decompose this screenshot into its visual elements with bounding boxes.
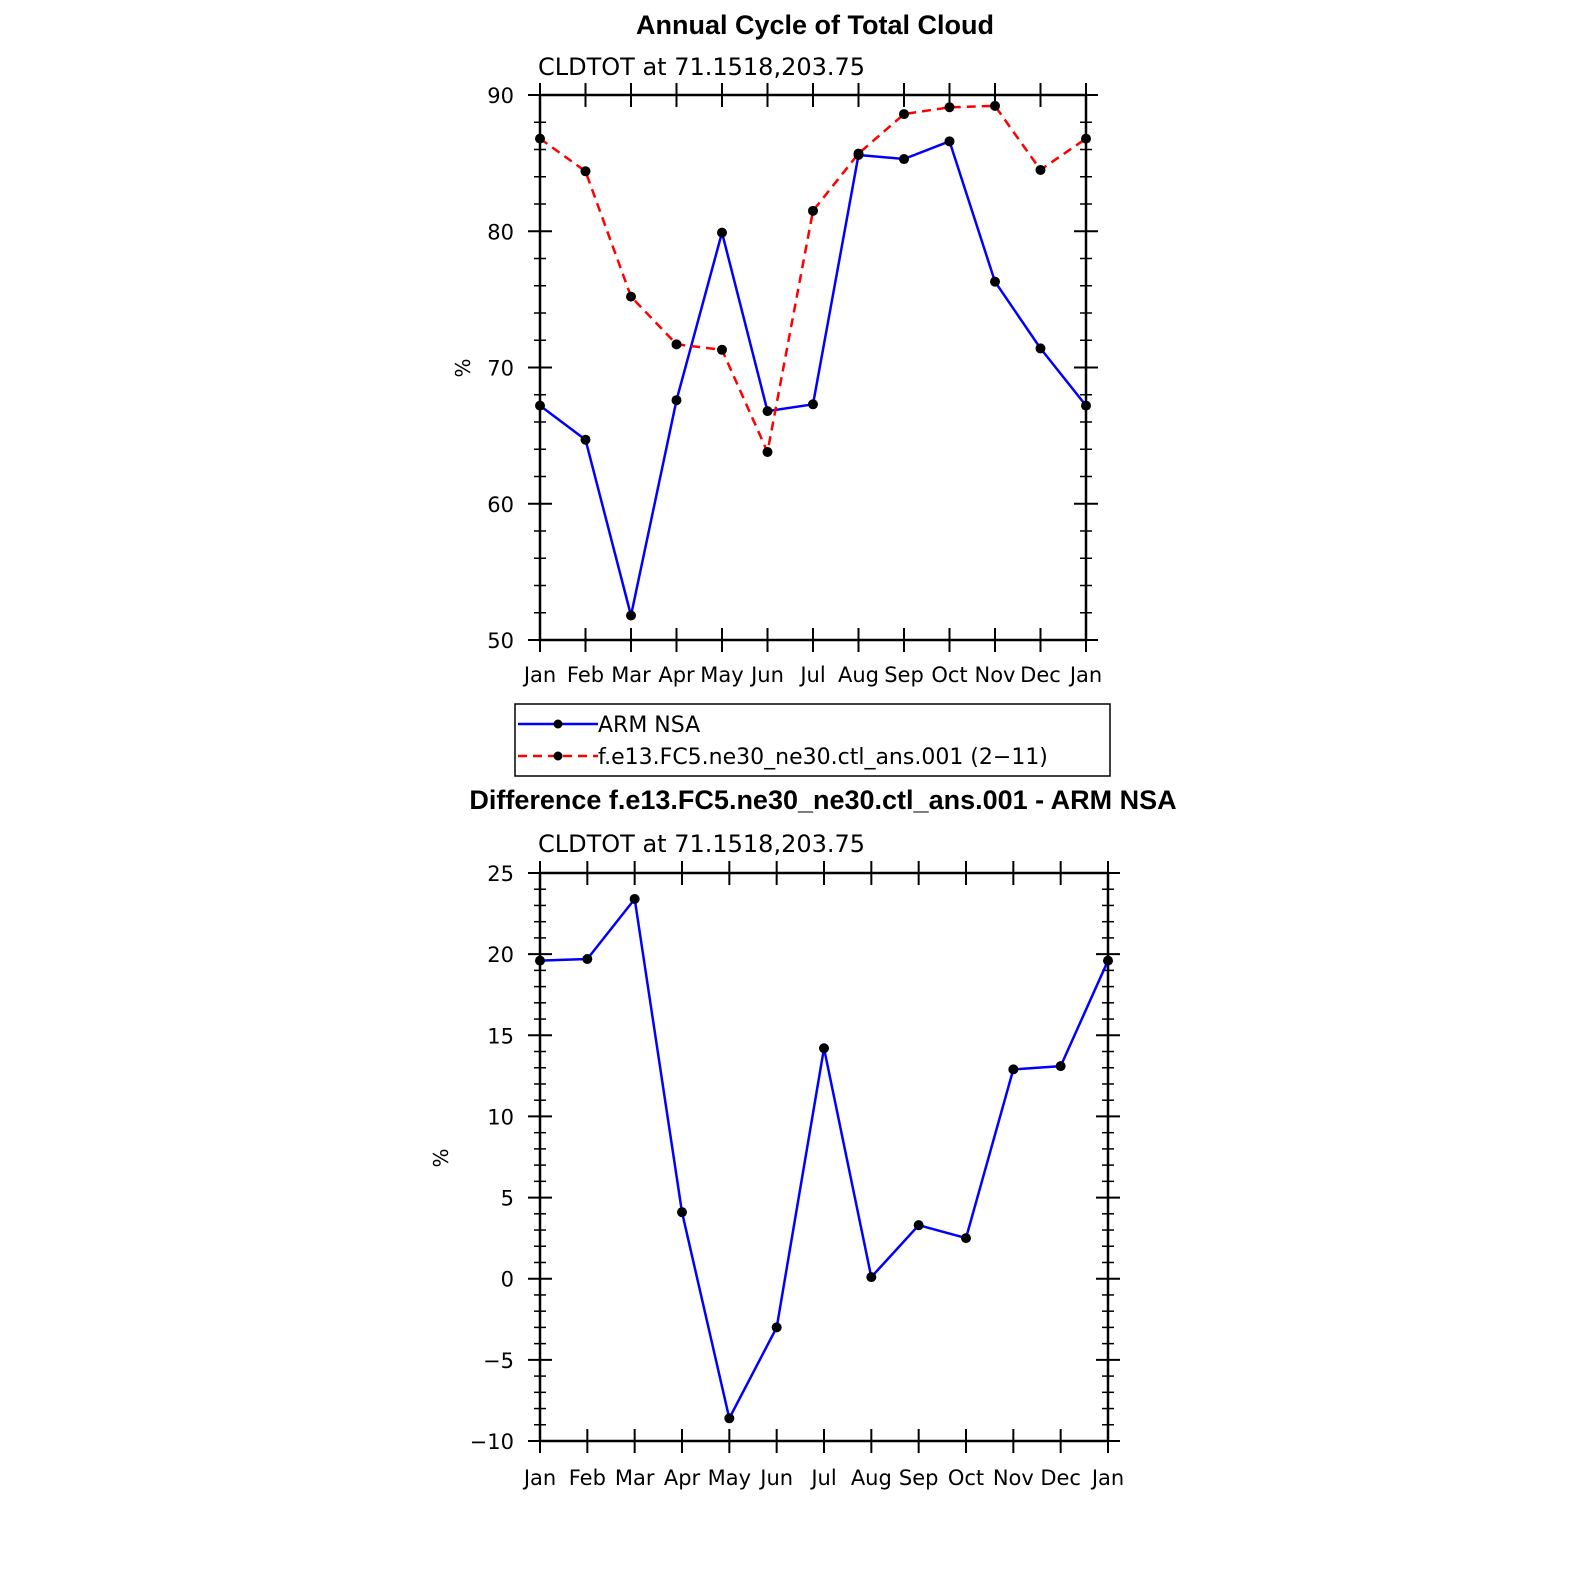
y-tick-label: 50 xyxy=(487,629,514,653)
data-point-1 xyxy=(535,133,545,144)
data-point-1 xyxy=(808,205,818,216)
data-point-1 xyxy=(944,102,955,113)
y-tick-label: 20 xyxy=(487,943,514,967)
data-point-1 xyxy=(899,109,909,120)
x-tick-label: Feb xyxy=(569,1466,606,1490)
series-layer xyxy=(535,100,1091,621)
axes: −10 −5 0 5 10 15 20 25 Jan Feb Mar Apr May Jun Jul Aug S… xyxy=(470,861,1124,1490)
x-tick-label: Jan xyxy=(1090,1466,1124,1490)
data-point-0 xyxy=(762,406,773,417)
y-axis-label: % xyxy=(429,1148,453,1167)
data-point-0 xyxy=(724,1413,735,1424)
data-point-1 xyxy=(626,291,636,302)
data-point-0 xyxy=(944,136,955,147)
legend-label-model: f.e13.FC5.ne30_ne30.ctl_ans.001 (2−11) xyxy=(598,745,1048,770)
x-tick-label: Mar xyxy=(611,663,651,687)
x-tick-label: Aug xyxy=(851,1466,892,1490)
difference-chart: Difference f.e13.FC5.ne30_ne30.ctl_ans.0… xyxy=(429,785,1177,1490)
x-tick-label: Apr xyxy=(658,663,695,687)
data-point-0 xyxy=(1008,1064,1019,1075)
data-point-0 xyxy=(626,610,636,621)
x-tick-label: Jul xyxy=(798,663,825,687)
x-tick-label: May xyxy=(708,1466,751,1490)
data-point-1 xyxy=(671,339,682,350)
data-point-0 xyxy=(866,1272,877,1283)
data-point-0 xyxy=(1035,343,1046,354)
y-tick-label: 60 xyxy=(487,493,514,517)
y-tick-label: 5 xyxy=(501,1187,514,1211)
x-tick-label: Feb xyxy=(567,663,604,687)
x-tick-label: Sep xyxy=(884,663,924,687)
x-tick-label: Jun xyxy=(758,1466,793,1490)
data-point-0 xyxy=(535,400,545,411)
x-tick-label: Jan xyxy=(522,663,556,687)
y-tick-label: 10 xyxy=(487,1105,514,1129)
data-point-0 xyxy=(1055,1061,1066,1072)
data-point-1 xyxy=(1035,164,1046,175)
x-tick-label: Jan xyxy=(1068,663,1102,687)
data-point-0 xyxy=(899,154,909,165)
data-point-0 xyxy=(629,893,640,904)
data-point-0 xyxy=(819,1043,829,1054)
y-axis-label: % xyxy=(451,358,475,377)
legend-label-arm-nsa: ARM NSA xyxy=(598,713,700,738)
annual-cycle-chart: Annual Cycle of Total Cloud CLDTOT at 71… xyxy=(451,10,1102,687)
chart-subtitle: CLDTOT at 71.1518,203.75 xyxy=(538,830,865,858)
x-tick-label: Aug xyxy=(838,663,879,687)
data-point-0 xyxy=(990,276,1000,287)
chart-title: Annual Cycle of Total Cloud xyxy=(636,10,994,40)
data-point-1 xyxy=(762,446,773,457)
legend-box xyxy=(514,703,1111,777)
x-tick-label: Jul xyxy=(809,1466,836,1490)
data-point-0 xyxy=(580,434,591,445)
data-point-0 xyxy=(582,954,593,965)
x-tick-label: Dec xyxy=(1040,1466,1081,1490)
data-point-0 xyxy=(671,395,682,406)
y-tick-label: 15 xyxy=(487,1024,514,1048)
x-tick-label: Oct xyxy=(948,1466,984,1490)
data-point-0 xyxy=(1081,400,1091,411)
x-tick-label: Jan xyxy=(522,1466,556,1490)
x-tick-label: Dec xyxy=(1020,663,1061,687)
data-point-1 xyxy=(717,344,727,355)
chart-subtitle: CLDTOT at 71.1518,203.75 xyxy=(538,53,865,81)
axes: 50 60 70 80 90 Jan Feb Mar Apr May Jun Jul Aug Sep Oct… xyxy=(487,83,1102,687)
x-tick-label: Nov xyxy=(993,1466,1034,1490)
plot-frame xyxy=(538,871,1110,1443)
chart-title: Difference f.e13.FC5.ne30_ne30.ctl_ans.0… xyxy=(469,785,1176,815)
x-tick-label: Oct xyxy=(931,663,967,687)
data-point-0 xyxy=(535,955,545,966)
data-point-0 xyxy=(1103,955,1113,966)
legend-marker-model xyxy=(553,751,563,761)
y-tick-label: 70 xyxy=(487,357,514,381)
data-point-0 xyxy=(961,1233,971,1244)
data-point-0 xyxy=(913,1220,924,1231)
x-tick-label: Sep xyxy=(899,1466,939,1490)
x-tick-label: Apr xyxy=(664,1466,701,1490)
data-point-1 xyxy=(990,100,1000,111)
y-tick-label: 90 xyxy=(487,84,514,108)
x-tick-label: May xyxy=(700,663,743,687)
data-point-0 xyxy=(771,1322,782,1333)
x-tick-label: Jun xyxy=(749,663,784,687)
plot-frame xyxy=(538,93,1088,642)
y-tick-label: −10 xyxy=(470,1430,514,1454)
data-point-1 xyxy=(1081,133,1091,144)
y-tick-label: 0 xyxy=(501,1268,514,1292)
data-point-1 xyxy=(580,166,591,177)
legend: ARM NSA f.e13.FC5.ne30_ne30.ctl_ans.001 … xyxy=(514,703,1111,777)
data-point-0 xyxy=(808,399,818,410)
x-tick-label: Nov xyxy=(975,663,1016,687)
data-point-0 xyxy=(717,227,727,238)
series-line-0 xyxy=(539,897,1110,1420)
y-tick-label: −5 xyxy=(483,1349,514,1373)
series-layer xyxy=(535,893,1113,1424)
data-point-0 xyxy=(677,1207,687,1218)
legend-marker-arm-nsa xyxy=(553,719,563,729)
y-tick-label: 80 xyxy=(487,220,514,244)
x-tick-label: Mar xyxy=(615,1466,655,1490)
y-tick-label: 25 xyxy=(487,862,514,886)
data-point-1 xyxy=(853,148,864,159)
